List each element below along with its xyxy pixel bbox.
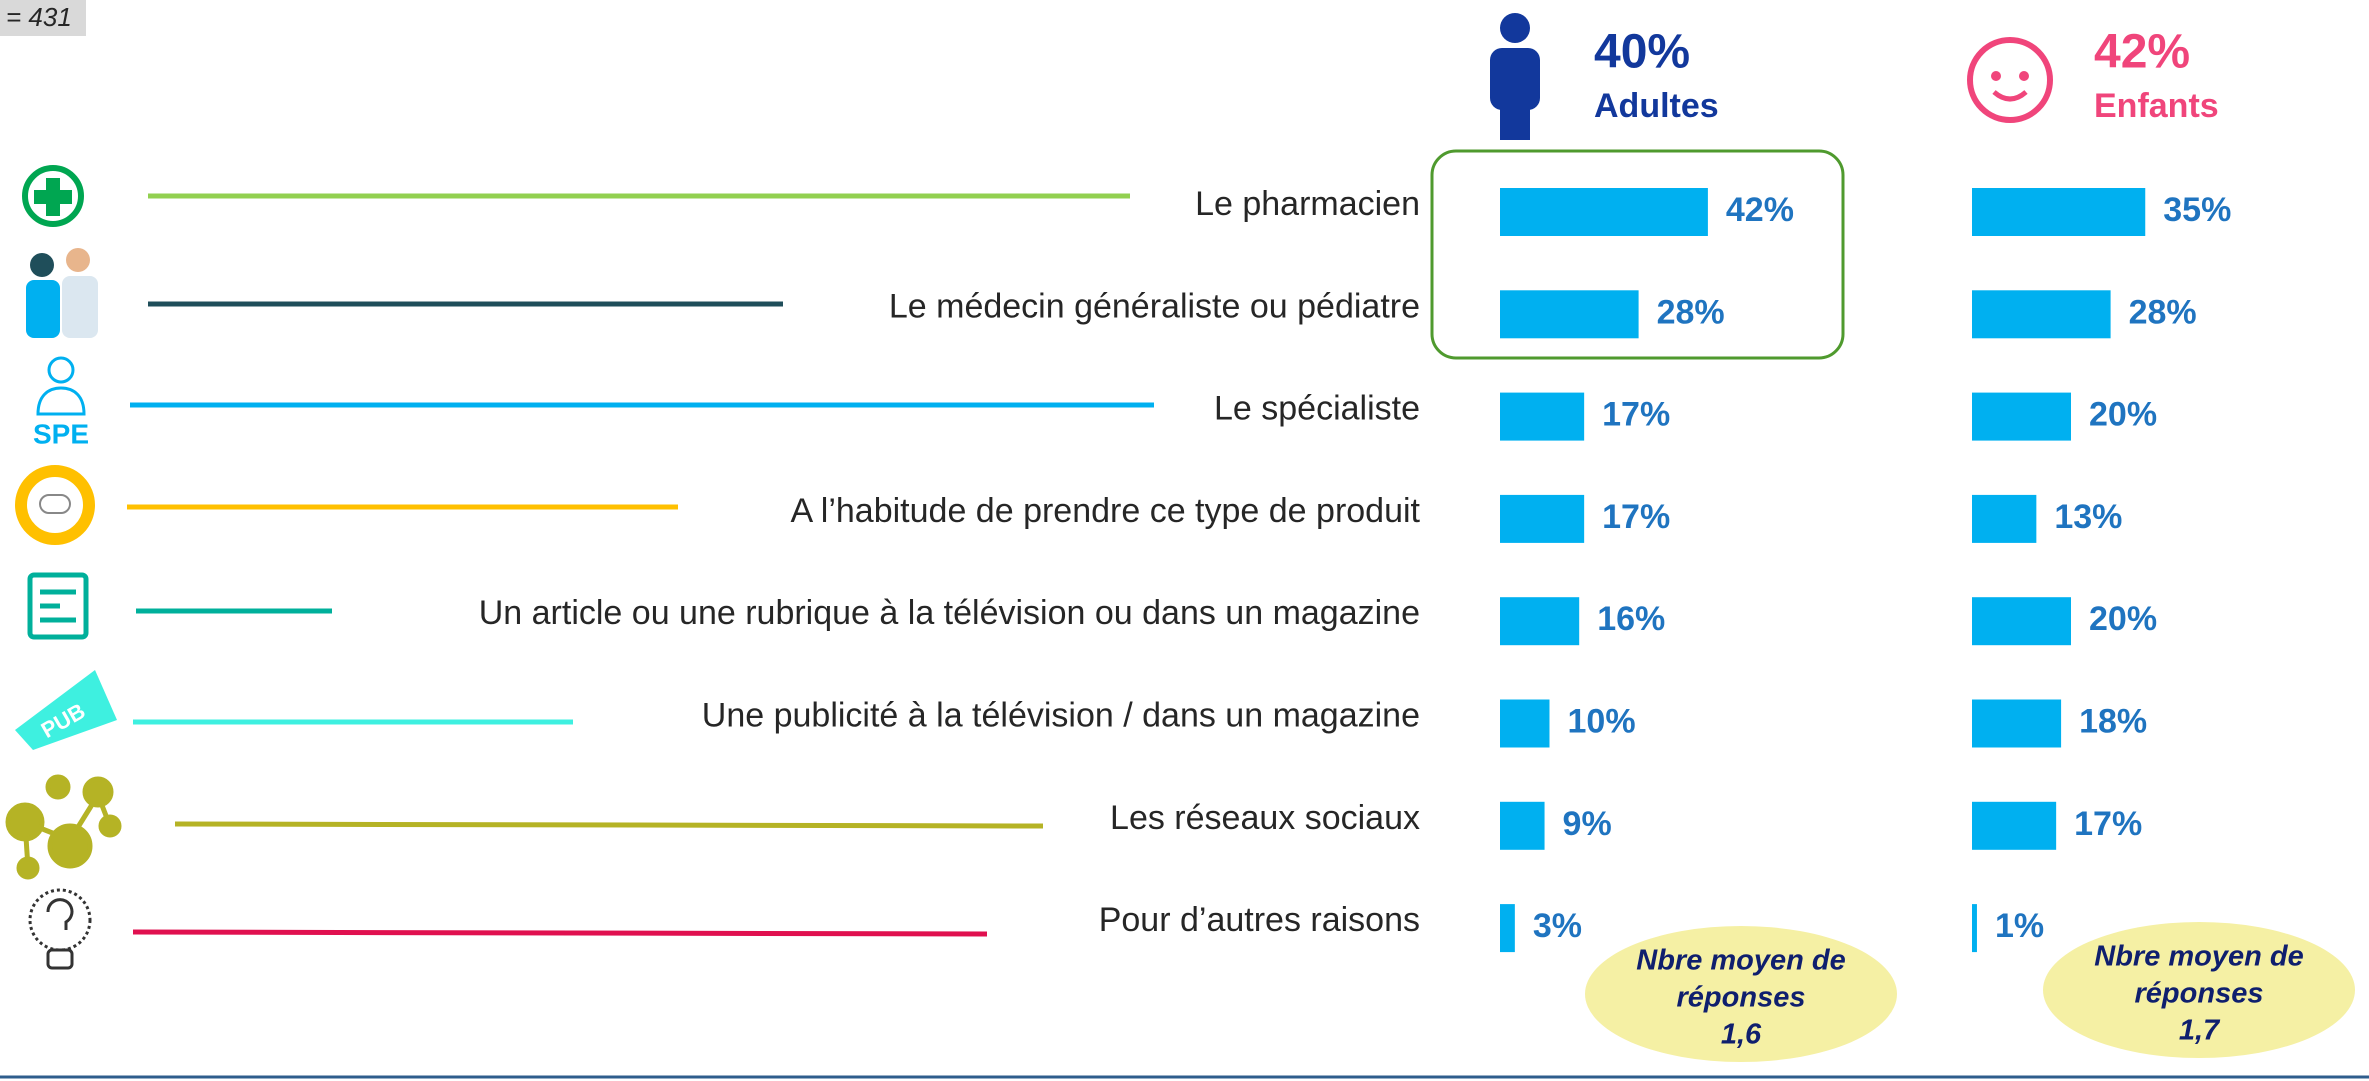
series-name: Enfants [2094,87,2219,125]
bar [1500,802,1545,850]
bar [1972,597,2071,645]
category-label: Une publicité à la télévision / dans un … [702,696,1420,734]
category-label: Pour d’autres raisons [1099,901,1420,939]
icon-habit [21,471,89,539]
note-text: réponses [1677,982,1806,1014]
icon-child [1970,40,2050,120]
icon-pub: PUB [15,670,117,750]
value-label: 20% [2089,396,2157,434]
value-label: 16% [1597,600,1665,638]
bar [1500,393,1584,441]
category-label: Le pharmacien [1195,185,1420,223]
series-value: 42% [2094,26,2190,79]
value-label: 20% [2089,600,2157,638]
icon-doctors [26,248,98,338]
value-label: 17% [2074,805,2142,843]
note-text: Nbre moyen de [1636,945,1846,977]
bar [1500,290,1639,338]
icon-spe: SPE [33,418,89,449]
bar [1500,495,1584,543]
note-text: réponses [2135,978,2264,1010]
icon-cross [34,178,72,216]
value-label: 17% [1602,498,1670,536]
value-label: 35% [2163,191,2231,229]
page: = 431 SPE PUB [0,0,2369,1081]
value-label: 17% [1602,396,1670,434]
series-name: Adultes [1594,87,1719,125]
icon-other [30,890,90,968]
bar [1500,904,1515,952]
value-label: 3% [1533,907,1582,945]
bar [1972,290,2111,338]
decor-line [175,824,1043,826]
value-label: 28% [1657,293,1725,331]
icon-adult [1490,13,1540,140]
bar [1972,495,2036,543]
category-label: Un article ou une rubrique à la télévisi… [479,594,1420,632]
note-text: 1,6 [1721,1019,1762,1051]
value-label: 18% [2079,702,2147,740]
icon-article [30,575,86,637]
bar [1972,802,2056,850]
category-label: Le médecin généraliste ou pédiatre [889,287,1420,325]
bar [1972,904,1977,952]
icon-specialist [38,358,84,414]
bar [1500,188,1708,236]
value-label: 9% [1563,805,1612,843]
note-text: 1,7 [2179,1015,2221,1047]
category-label: Les réseaux sociaux [1110,799,1420,837]
value-label: 13% [2054,498,2122,536]
category-label: A l’habitude de prendre ce type de produ… [791,492,1421,530]
icon-network [8,777,119,877]
note-text: Nbre moyen de [2094,941,2304,973]
bar [1500,700,1550,748]
category-label: Le spécialiste [1214,390,1420,428]
value-label: 1% [1995,907,2044,945]
bar [1500,597,1579,645]
series-value: 40% [1594,26,1690,79]
bar [1972,188,2145,236]
value-label: 28% [2129,293,2197,331]
decor-line [133,932,987,934]
sample-size: = 431 [6,2,72,32]
bar [1972,700,2061,748]
value-label: 10% [1568,702,1636,740]
bar [1972,393,2071,441]
value-label: 42% [1726,191,1794,229]
